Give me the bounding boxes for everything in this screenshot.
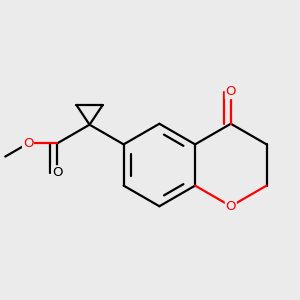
Text: O: O bbox=[226, 85, 236, 98]
Text: O: O bbox=[226, 200, 236, 213]
Text: O: O bbox=[23, 137, 33, 150]
Text: O: O bbox=[52, 166, 62, 179]
